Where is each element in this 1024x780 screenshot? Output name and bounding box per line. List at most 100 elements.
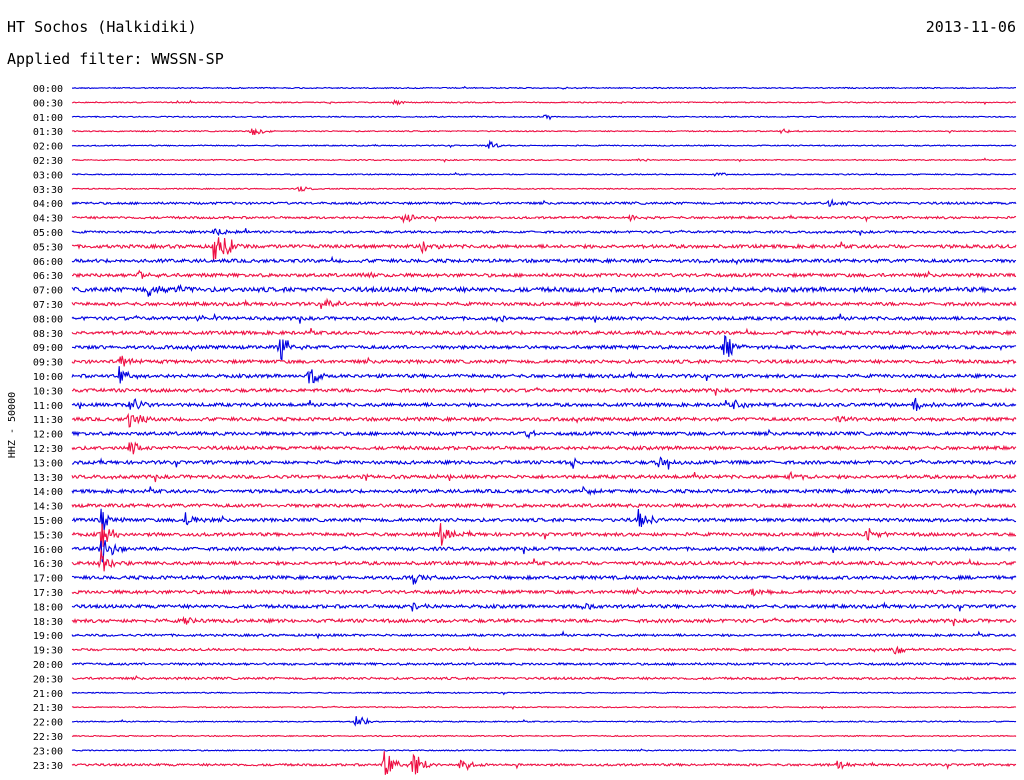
trace-1100 xyxy=(71,397,1017,411)
tick-label: 19:00 xyxy=(33,631,63,642)
tick-label: 21:00 xyxy=(33,689,63,700)
tick-label: 08:00 xyxy=(33,314,63,325)
seismogram-traces xyxy=(71,85,1017,775)
tick-label: 07:30 xyxy=(33,300,63,311)
tick-label: 23:30 xyxy=(33,761,63,772)
trace-0730 xyxy=(71,297,1017,310)
tick-label: 11:30 xyxy=(33,415,63,426)
tick-label: 23:00 xyxy=(33,746,63,757)
tick-label: 07:00 xyxy=(33,286,63,297)
tick-label: 19:30 xyxy=(33,646,63,657)
tick-label: 00:30 xyxy=(33,98,63,109)
trace-0630 xyxy=(72,269,1017,279)
trace-2030 xyxy=(71,674,1017,681)
tick-label: 02:30 xyxy=(33,156,63,167)
trace-0430 xyxy=(71,213,1017,224)
trace-1900 xyxy=(71,630,1017,640)
y-axis-label: HHZ - 50000 xyxy=(7,392,18,458)
trace-1630 xyxy=(71,550,1017,572)
trace-0230 xyxy=(71,157,1017,163)
trace-1030 xyxy=(71,386,1017,396)
tick-label: 20:00 xyxy=(33,660,63,671)
tick-label: 13:00 xyxy=(33,458,63,469)
trace-2100 xyxy=(71,690,1017,696)
trace-0530 xyxy=(71,237,1017,262)
tick-label: 15:00 xyxy=(33,516,63,527)
trace-1600 xyxy=(71,540,1017,564)
trace-1930 xyxy=(71,645,1017,655)
tick-label: 04:00 xyxy=(33,199,63,210)
tick-label: 12:00 xyxy=(33,430,63,441)
tick-label: 04:30 xyxy=(33,214,63,225)
trace-1830 xyxy=(71,615,1017,627)
plot-date: 2013-11-06 xyxy=(925,18,1016,36)
tick-label: 21:30 xyxy=(33,703,63,714)
tick-label: 06:00 xyxy=(33,257,63,268)
trace-1700 xyxy=(71,574,1017,585)
trace-0130 xyxy=(71,127,1017,136)
tick-label: 01:00 xyxy=(33,113,63,124)
trace-1000 xyxy=(71,366,1017,384)
tick-label: 12:30 xyxy=(33,444,63,455)
trace-1130 xyxy=(71,412,1017,428)
trace-0100 xyxy=(71,114,1017,121)
trace-1230 xyxy=(71,441,1017,455)
tick-label: 05:30 xyxy=(33,242,63,253)
tick-label: 10:00 xyxy=(33,372,63,383)
trace-0600 xyxy=(71,255,1017,266)
trace-0330 xyxy=(71,186,1016,192)
trace-0900 xyxy=(71,334,1017,362)
tick-label: 06:30 xyxy=(33,271,63,282)
tick-label: 03:00 xyxy=(33,170,63,181)
trace-2330 xyxy=(71,751,1017,775)
trace-2000 xyxy=(71,661,1017,667)
trace-1200 xyxy=(71,428,1017,440)
tick-label: 08:30 xyxy=(33,329,63,340)
tick-label: 16:30 xyxy=(33,559,63,570)
trace-2130 xyxy=(71,705,1017,711)
trace-0300 xyxy=(71,171,1017,177)
time-tick-labels: 00:00 00:30 01:00 01:30 02:00 02:30 03:00 03:30… xyxy=(33,84,63,772)
tick-label: 14:30 xyxy=(33,502,63,513)
trace-0700 xyxy=(71,283,1017,297)
tick-label: 10:30 xyxy=(33,386,63,397)
trace-0800 xyxy=(71,312,1017,324)
trace-1500 xyxy=(71,508,1017,531)
trace-1730 xyxy=(71,586,1017,597)
tick-label: 20:30 xyxy=(33,674,63,685)
trace-2200 xyxy=(71,716,1017,727)
tick-label: 17:00 xyxy=(33,574,63,585)
tick-label: 00:00 xyxy=(33,84,63,95)
tick-label: 03:30 xyxy=(33,185,63,196)
trace-0930 xyxy=(71,355,1017,367)
tick-label: 02:00 xyxy=(33,142,63,153)
tick-label: 18:30 xyxy=(33,617,63,628)
tick-label: 15:30 xyxy=(33,530,63,541)
trace-1300 xyxy=(71,456,1017,470)
tick-label: 05:00 xyxy=(33,228,63,239)
tick-label: 01:30 xyxy=(33,127,63,138)
trace-1530 xyxy=(71,523,1017,551)
tick-label: 22:30 xyxy=(33,732,63,743)
tick-label: 09:30 xyxy=(33,358,63,369)
trace-1330 xyxy=(71,470,1017,483)
y-axis-label-group: HHZ - 50000 xyxy=(7,392,18,458)
station-title: HT Sochos (Halkidiki) xyxy=(7,18,197,36)
trace-0500 xyxy=(71,228,1017,237)
tick-label: 11:00 xyxy=(33,401,63,412)
tick-label: 16:00 xyxy=(33,545,63,556)
tick-label: 17:30 xyxy=(33,588,63,599)
tick-label: 09:00 xyxy=(33,343,63,354)
trace-1430 xyxy=(71,502,1017,509)
tick-label: 22:00 xyxy=(33,718,63,729)
trace-0830 xyxy=(71,327,1017,337)
trace-0200 xyxy=(71,139,1017,149)
trace-0400 xyxy=(71,198,1017,207)
trace-1800 xyxy=(71,601,1017,612)
trace-1400 xyxy=(71,485,1017,496)
trace-0030 xyxy=(71,99,1016,107)
trace-0000 xyxy=(71,85,1017,90)
trace-2230 xyxy=(71,734,1017,738)
tick-label: 18:00 xyxy=(33,602,63,613)
